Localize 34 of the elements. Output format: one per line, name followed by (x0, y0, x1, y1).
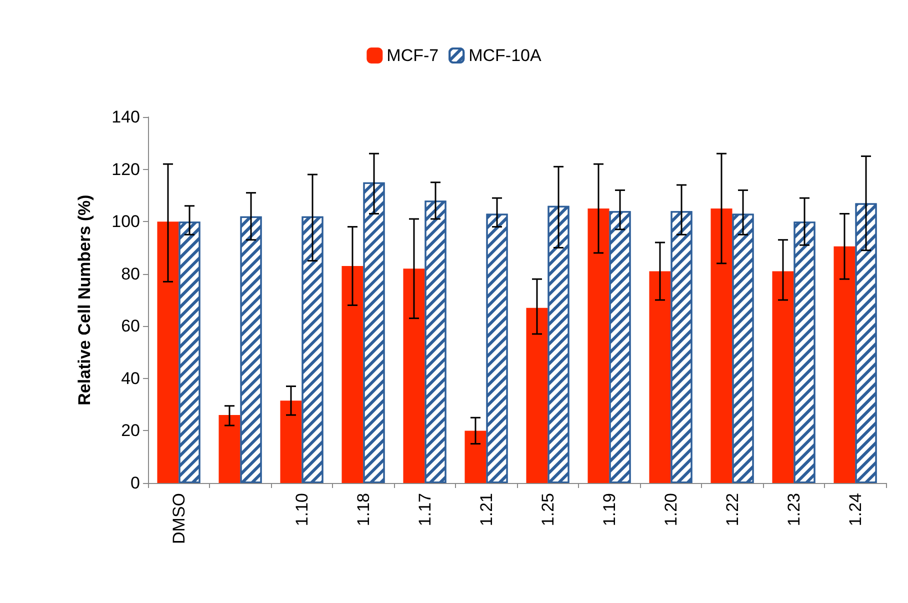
bar (403, 268, 425, 483)
x-tick-label: 1.24 (846, 493, 865, 526)
y-tick-label: 140 (112, 108, 140, 126)
y-tick-label: 60 (121, 316, 140, 336)
y-tick-label: 0 (130, 474, 140, 492)
y-tick-label: 120 (112, 160, 140, 179)
bar (464, 430, 486, 483)
x-tick-label: 1.25 (538, 493, 558, 526)
x-tick-label: 1.10 (292, 493, 312, 526)
bar (710, 208, 732, 483)
bar (218, 415, 240, 483)
y-tick-label: 40 (121, 368, 140, 388)
bar (834, 246, 856, 483)
x-tick-label: 1.19 (600, 493, 619, 526)
bar (280, 400, 302, 483)
x-tick-label: 1.20 (661, 493, 680, 526)
y-tick-label: 80 (121, 264, 140, 284)
x-tick-label: DMSO (169, 493, 188, 544)
x-tick-label: 1.17 (415, 493, 434, 526)
x-tick-label: 1.23 (784, 493, 804, 526)
legend-label: MCF-10A (468, 46, 542, 65)
x-tick-label: 1.18 (354, 493, 373, 526)
bar (588, 208, 610, 483)
bar (342, 266, 364, 483)
bar (157, 222, 179, 483)
y-axis-title: Relative Cell Numbers (%) (75, 194, 94, 406)
bar (649, 271, 671, 483)
bar (526, 308, 548, 483)
y-tick-label: 100 (112, 212, 140, 232)
x-tick-label: 1.21 (476, 493, 496, 526)
bar (772, 271, 794, 483)
x-tick-label: 1.22 (722, 493, 742, 526)
legend-label: MCF-7 (386, 46, 439, 65)
y-tick-label: 20 (121, 421, 140, 440)
